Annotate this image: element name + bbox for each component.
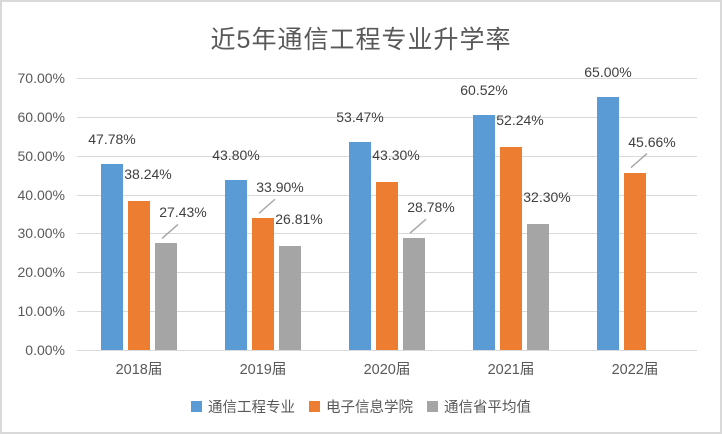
data-label-通信省平均值-2021届: 32.30% <box>523 189 571 206</box>
legend-swatch-icon <box>309 401 320 412</box>
gridline <box>77 116 697 118</box>
data-label-通信工程专业-2021届: 60.52% <box>460 81 508 98</box>
bar-通信工程专业-2021届 <box>473 114 495 350</box>
data-label-电子信息学院-2020届: 43.30% <box>372 146 420 163</box>
legend-item-电子信息学院: 电子信息学院 <box>309 396 413 417</box>
data-label-通信工程专业-2018届: 47.78% <box>88 131 136 148</box>
data-label-电子信息学院-2019届: 33.90% <box>256 179 304 196</box>
legend: 通信工程专业 电子信息学院 通信省平均值 <box>2 396 720 417</box>
bar-电子信息学院-2020届 <box>376 181 398 350</box>
y-axis-tick-label: 0.00% <box>25 342 65 358</box>
bar-通信工程专业-2020届 <box>349 142 371 350</box>
leader-line-通信省平均值-2020届 <box>409 218 427 234</box>
gridline <box>77 155 697 157</box>
legend-label: 电子信息学院 <box>326 400 413 416</box>
bar-电子信息学院-2021届 <box>500 147 522 350</box>
y-axis-tick-label: 40.00% <box>17 186 65 203</box>
x-axis-category-label: 2018届 <box>115 362 163 378</box>
chart-title: 近5年通信工程专业升学率 <box>210 26 512 54</box>
bar-电子信息学院-2019届 <box>252 218 274 350</box>
x-axis-category-label: 2019届 <box>239 362 287 378</box>
data-label-通信省平均值-2018届: 27.43% <box>159 204 207 221</box>
legend-label: 通信省平均值 <box>444 400 531 416</box>
y-axis-tick-label: 10.00% <box>17 303 65 320</box>
leader-line-通信省平均值-2018届 <box>161 223 179 239</box>
data-label-通信工程专业-2022届: 65.00% <box>584 64 632 81</box>
bar-通信工程专业-2018届 <box>101 164 123 350</box>
bar-通信省平均值-2019届 <box>279 245 301 350</box>
bar-通信工程专业-2019届 <box>225 179 247 350</box>
data-label-通信工程专业-2020届: 53.47% <box>336 109 384 126</box>
x-axis-category-label: 2021届 <box>487 362 535 378</box>
bar-通信省平均值-2018届 <box>155 243 177 350</box>
bar-电子信息学院-2022届 <box>624 172 646 350</box>
data-label-电子信息学院-2022届: 45.66% <box>628 133 676 150</box>
x-axis-line <box>77 350 697 351</box>
bar-电子信息学院-2018届 <box>128 201 150 350</box>
y-axis-tick-label: 30.00% <box>17 225 65 242</box>
y-axis-tick-label: 70.00% <box>17 70 65 86</box>
y-axis-tick-label: 60.00% <box>17 108 65 125</box>
bar-通信工程专业-2022届 <box>597 97 619 350</box>
data-label-通信省平均值-2020届: 28.78% <box>407 199 455 216</box>
bar-通信省平均值-2021届 <box>527 224 549 350</box>
legend-item-通信省平均值: 通信省平均值 <box>427 396 531 417</box>
data-label-通信工程专业-2019届: 43.80% <box>212 146 260 163</box>
data-label-电子信息学院-2021届: 52.24% <box>496 112 544 128</box>
data-label-通信省平均值-2019届: 26.81% <box>275 210 323 227</box>
legend-swatch-icon <box>427 401 438 412</box>
data-label-电子信息学院-2018届: 38.24% <box>124 166 172 183</box>
x-axis-category-label: 2020届 <box>363 362 411 378</box>
y-axis-tick-label: 50.00% <box>17 147 65 164</box>
y-axis-tick-label: 20.00% <box>17 264 65 281</box>
legend-label: 通信工程专业 <box>208 400 295 416</box>
bar-通信省平均值-2020届 <box>403 238 425 350</box>
gridline <box>77 78 697 79</box>
legend-swatch-icon <box>191 401 202 412</box>
x-axis-category-label: 2022届 <box>611 362 659 378</box>
legend-item-通信工程专业: 通信工程专业 <box>191 396 295 417</box>
